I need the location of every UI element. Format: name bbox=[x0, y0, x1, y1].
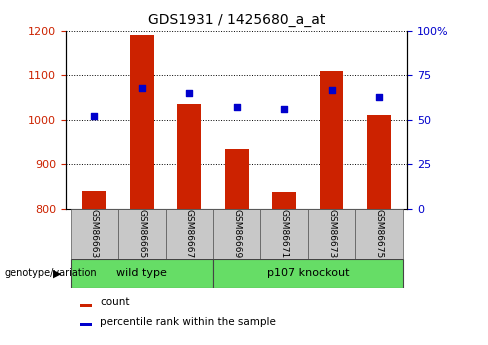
Title: GDS1931 / 1425680_a_at: GDS1931 / 1425680_a_at bbox=[148, 13, 325, 27]
Bar bbox=[272, 192, 296, 209]
Point bbox=[185, 90, 193, 96]
Bar bbox=[367, 116, 391, 209]
Bar bbox=[177, 104, 201, 209]
Point bbox=[327, 87, 335, 92]
Text: p107 knockout: p107 knockout bbox=[266, 268, 349, 278]
Bar bbox=[320, 71, 344, 209]
Bar bbox=[82, 191, 106, 209]
Point bbox=[375, 94, 383, 100]
Bar bbox=[308, 209, 355, 259]
Text: GSM86671: GSM86671 bbox=[280, 209, 288, 258]
Point bbox=[280, 107, 288, 112]
Text: genotype/variation: genotype/variation bbox=[5, 268, 98, 278]
Bar bbox=[118, 209, 165, 259]
Bar bbox=[71, 209, 118, 259]
Text: GSM86667: GSM86667 bbox=[185, 209, 194, 258]
Bar bbox=[225, 149, 248, 209]
Bar bbox=[261, 209, 308, 259]
Text: GSM86673: GSM86673 bbox=[327, 209, 336, 258]
Bar bbox=[165, 209, 213, 259]
Bar bbox=[355, 209, 403, 259]
Text: ▶: ▶ bbox=[53, 268, 61, 278]
Bar bbox=[80, 323, 92, 326]
Bar bbox=[213, 209, 261, 259]
Text: wild type: wild type bbox=[116, 268, 167, 278]
Text: GSM86663: GSM86663 bbox=[90, 209, 99, 258]
Point bbox=[90, 114, 98, 119]
Bar bbox=[130, 36, 154, 209]
Text: count: count bbox=[100, 297, 129, 307]
Bar bbox=[71, 259, 213, 288]
Point bbox=[138, 85, 146, 91]
Bar bbox=[213, 259, 403, 288]
Text: GSM86669: GSM86669 bbox=[232, 209, 241, 258]
Bar bbox=[80, 304, 92, 307]
Text: GSM86675: GSM86675 bbox=[374, 209, 384, 258]
Text: GSM86665: GSM86665 bbox=[137, 209, 146, 258]
Point bbox=[233, 105, 241, 110]
Text: percentile rank within the sample: percentile rank within the sample bbox=[100, 317, 276, 327]
